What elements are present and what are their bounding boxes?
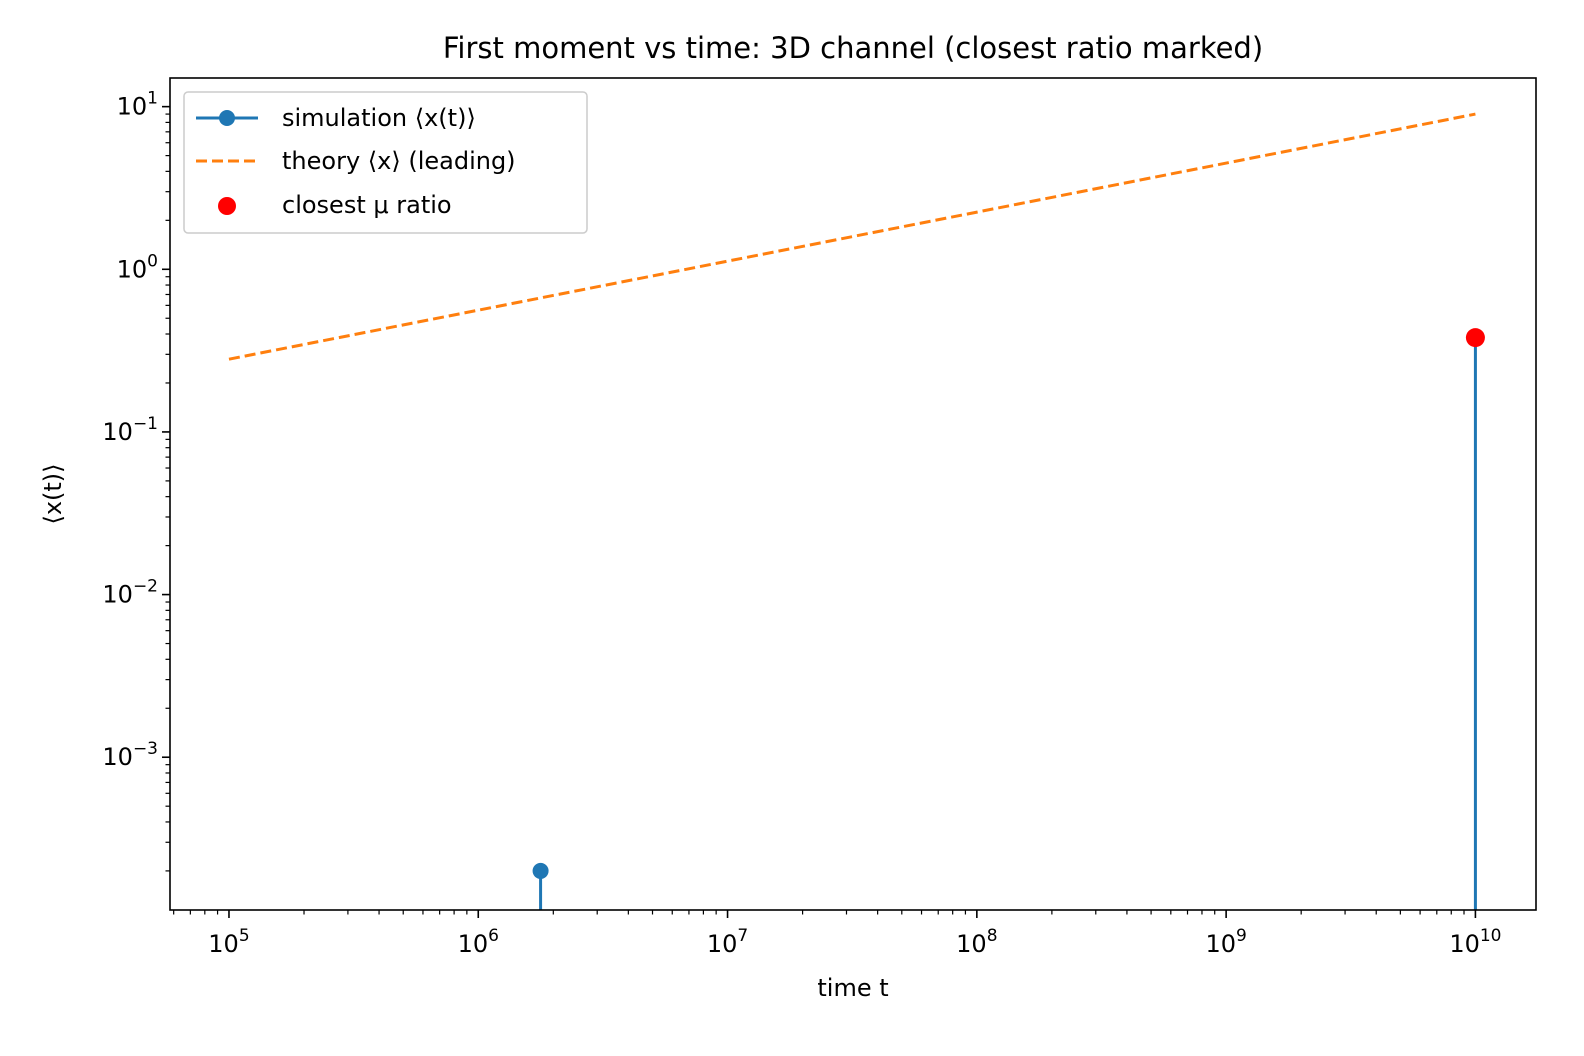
x-tick-label: 109 (1205, 926, 1246, 958)
y-tick-label: 10−2 (102, 577, 158, 609)
legend-theory-label: theory ⟨x⟩ (leading) (282, 147, 516, 175)
legend: simulation ⟨x(t)⟩ theory ⟨x⟩ (leading) c… (183, 91, 588, 234)
legend-box (183, 91, 588, 234)
y-tick-label: 10−3 (102, 739, 158, 771)
x-tick-label: 1010 (1449, 926, 1501, 958)
simulation-point (532, 862, 549, 879)
y-axis-label: ⟨x(t)⟩ (39, 463, 67, 524)
closest-ratio-point (1465, 328, 1485, 348)
y-axis-ticks: 10−3 10−2 10−1 100 101 (102, 89, 170, 771)
y-tick-label: 10−1 (102, 414, 158, 446)
y-tick-label: 100 (117, 251, 158, 283)
x-tick-label: 107 (707, 926, 748, 958)
x-axis-ticks: 105 106 107 108 109 1010 (208, 910, 1502, 958)
legend-closest-marker (218, 197, 236, 215)
x-axis-label: time t (817, 974, 888, 1002)
x-tick-label: 106 (458, 926, 499, 958)
legend-simulation-label: simulation ⟨x(t)⟩ (282, 104, 476, 132)
chart-title: First moment vs time: 3D channel (closes… (443, 31, 1263, 65)
legend-closest-label: closest μ ratio (282, 191, 452, 219)
series-layer (228, 112, 1485, 910)
x-tick-label: 105 (208, 926, 249, 958)
legend-simulation-marker (219, 110, 235, 126)
theory-line (228, 112, 1476, 361)
plot-frame (169, 77, 1537, 911)
y-tick-label: 101 (117, 89, 158, 121)
x-tick-label: 108 (956, 926, 997, 958)
